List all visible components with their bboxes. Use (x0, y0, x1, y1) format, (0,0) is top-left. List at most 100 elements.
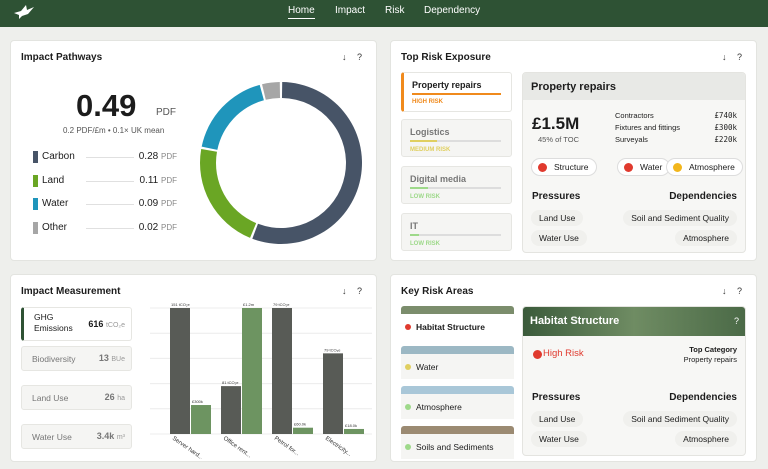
breakdown-label: Contractors (615, 111, 654, 120)
pressure-pill[interactable]: Water Use (531, 230, 587, 246)
legend-number: 0.09 (138, 198, 159, 209)
risk-tab[interactable]: Logistics MEDIUM RISK (401, 119, 512, 157)
chart-bar[interactable] (221, 386, 241, 434)
risk-tab-level: HIGH RISK (412, 99, 444, 105)
bar-data-label: 79 tCO₂e (324, 347, 341, 352)
breakdown-value: £300k (714, 123, 737, 132)
dependency-pill[interactable]: Soil and Sediment Quality (623, 411, 737, 427)
x-tick-label: Server hard... (171, 436, 204, 459)
top-category-label: Top Category (689, 345, 737, 354)
bar-data-label: £300k (192, 399, 203, 404)
donut-slice-land[interactable] (200, 149, 257, 238)
dependencies-label: Dependencies (669, 392, 737, 403)
breakdown-value: £740k (714, 111, 737, 120)
download-help-icons[interactable]: ↓ ? (721, 52, 746, 62)
risk-area-item[interactable]: Atmosphere (401, 386, 514, 419)
risk-tab-name: Property repairs (412, 80, 482, 90)
chart-bar[interactable] (323, 353, 343, 434)
download-help-icons[interactable]: ↓ ? (721, 286, 746, 296)
measurement-item[interactable]: Biodiversity 13 BUe (21, 346, 132, 371)
nav-risk[interactable]: Risk (385, 5, 405, 16)
chart-bar[interactable] (344, 428, 364, 434)
measurement-value: 3.4k (96, 431, 115, 441)
nav-dependency[interactable]: Dependency (424, 5, 481, 16)
x-tick-label: Electricity... (324, 436, 352, 458)
dependency-pill[interactable]: Atmosphere (675, 431, 737, 447)
measurement-value-group: 616 tCO₂e (88, 319, 125, 329)
area-label-row: Soils and Sediments (401, 434, 514, 459)
nav-home[interactable]: Home (288, 5, 315, 19)
area-image-strip (401, 346, 514, 354)
risk-dot-icon (673, 163, 682, 172)
measurement-item[interactable]: GHG Emissions 616 tCO₂e (21, 307, 132, 341)
legend-number: 0.28 (138, 151, 159, 162)
risk-tab-bar-fill (412, 93, 501, 95)
risk-tab-bar (410, 187, 501, 189)
risk-tag[interactable]: Atmosphere (666, 158, 743, 176)
dependency-pill[interactable]: Atmosphere (675, 230, 737, 246)
chart-bar[interactable] (293, 427, 313, 434)
area-label-row: Atmosphere (401, 394, 514, 419)
legend-unit: PDF (161, 199, 177, 208)
chart-bar[interactable] (191, 405, 211, 434)
pressures-label: Pressures (532, 191, 581, 202)
pressure-pill[interactable]: Land Use (531, 210, 584, 226)
legend-number: 0.11 (139, 174, 159, 186)
measurement-name: Biodiversity (32, 354, 76, 364)
risk-dot-icon (538, 163, 547, 172)
download-help-icons[interactable]: ↓ ? (341, 52, 366, 62)
chart-bar[interactable] (242, 308, 262, 434)
risk-tag-label: Structure (554, 162, 589, 172)
risk-tab[interactable]: Digital media LOW RISK (401, 166, 512, 204)
risk-tag[interactable]: Water (617, 158, 671, 176)
impact-pathways-card: Impact Pathways ↓ ? 0.49 PDF 0.2 PDF/£m … (10, 40, 377, 261)
risk-tab[interactable]: IT LOW RISK (401, 213, 512, 251)
pathways-subtext: 0.2 PDF/£m • 0.1× UK mean (63, 126, 165, 135)
bird-logo-icon[interactable] (13, 4, 35, 20)
risk-tab-bar (410, 234, 501, 236)
risk-tab-name: Digital media (410, 174, 467, 184)
pressure-pill[interactable]: Land Use (531, 411, 584, 427)
nav-impact[interactable]: Impact (335, 5, 366, 16)
chart-bar[interactable] (170, 308, 190, 434)
chart-bar[interactable] (272, 308, 292, 434)
risk-tab-bar (410, 140, 501, 142)
breakdown-label: Surveyals (615, 135, 648, 144)
risk-tag[interactable]: Structure (531, 158, 597, 176)
download-help-icons[interactable]: ↓ ? (341, 286, 366, 296)
measurement-item[interactable]: Land Use 26 ha (21, 385, 132, 410)
donut-slice-water[interactable] (201, 84, 264, 150)
top-nav-bar: Home Impact Risk Dependency (0, 0, 768, 27)
risk-dot-icon (405, 444, 411, 450)
risk-tab-level: LOW RISK (410, 194, 440, 200)
risk-dot-icon (405, 324, 411, 330)
risk-detail-panel: Property repairs £1.5M 45% of TOC Contra… (522, 72, 746, 253)
measurement-unit: ha (117, 395, 125, 402)
risk-area-item[interactable]: Water (401, 346, 514, 379)
help-icon[interactable]: ? (733, 316, 739, 326)
dependencies-label: Dependencies (669, 191, 737, 202)
pressure-pill[interactable]: Water Use (531, 431, 587, 447)
pathways-unit: PDF (156, 107, 176, 118)
risk-tag-label: Atmosphere (689, 162, 735, 172)
risk-tab[interactable]: Property repairs HIGH RISK (401, 72, 512, 112)
measurement-unit: tCO₂e (105, 322, 125, 329)
measurement-unit: m³ (116, 434, 125, 441)
legend-leader (86, 157, 134, 158)
risk-area-item[interactable]: Soils and Sediments (401, 426, 514, 459)
detail-header: Property repairs (523, 73, 745, 100)
pressures-label: Pressures (532, 392, 581, 403)
donut-slice-carbon[interactable] (252, 82, 362, 244)
key-risk-card: Key Risk Areas ↓ ? Habitat Structure Wate… (390, 274, 757, 462)
breakdown-value: £220k (714, 135, 737, 144)
area-name: Soils and Sediments (416, 442, 494, 452)
risk-dot-icon (405, 404, 411, 410)
legend-label: Land (42, 174, 65, 186)
card-title: Impact Pathways (21, 52, 103, 63)
risk-tab-bar-fill (410, 140, 438, 142)
measurement-name: Land Use (32, 393, 69, 403)
dependency-pill[interactable]: Soil and Sediment Quality (623, 210, 737, 226)
measurement-item[interactable]: Water Use 3.4k m³ (21, 424, 132, 449)
risk-area-item[interactable]: Habitat Structure (401, 306, 514, 339)
donut-slice-other[interactable] (262, 82, 281, 100)
